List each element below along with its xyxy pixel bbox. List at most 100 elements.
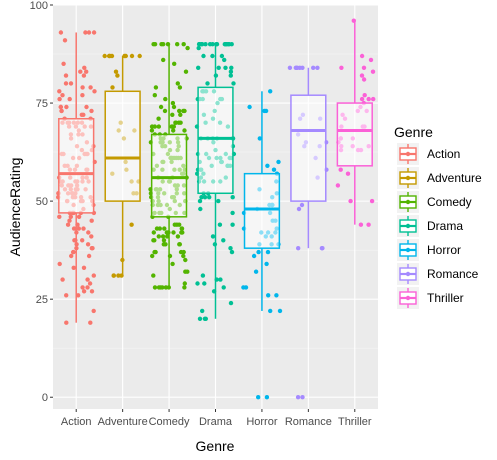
data-point: [81, 265, 87, 270]
data-point: [90, 246, 95, 251]
data-point: [251, 253, 257, 259]
data-point: [85, 242, 91, 247]
data-point: [277, 308, 283, 314]
y-axis-title: AudienceRating: [7, 158, 23, 257]
data-point: [84, 69, 89, 74]
data-point: [158, 104, 164, 110]
data-point: [76, 226, 82, 231]
y-tick-label: 25: [36, 294, 48, 306]
data-point: [71, 265, 76, 270]
data-point: [84, 104, 89, 110]
data-point: [160, 234, 166, 239]
data-point: [68, 214, 74, 219]
data-point: [175, 42, 180, 47]
data-point: [368, 57, 374, 63]
data-point: [311, 65, 316, 71]
data-point: [253, 269, 259, 274]
data-point: [115, 73, 120, 78]
data-point: [67, 96, 72, 102]
legend-key-point: [405, 175, 411, 181]
data-point: [171, 128, 176, 133]
data-point: [265, 249, 271, 255]
box-iqr: [104, 90, 141, 202]
data-point: [320, 246, 325, 251]
box-iqr: [197, 86, 234, 195]
data-point: [185, 45, 190, 51]
box-iqr: [290, 94, 327, 202]
boxplots: [58, 20, 373, 323]
data-point: [161, 42, 166, 47]
data-point: [171, 104, 177, 110]
data-point: [262, 108, 267, 114]
data-point: [201, 53, 206, 59]
data-point: [247, 104, 252, 110]
data-point: [229, 65, 234, 71]
data-point: [223, 65, 228, 71]
data-point: [202, 195, 208, 200]
data-point: [169, 124, 174, 129]
data-point: [116, 273, 121, 278]
data-point: [221, 238, 226, 243]
data-point: [151, 230, 156, 235]
data-point: [200, 308, 205, 314]
data-point: [197, 316, 203, 321]
data-point: [183, 69, 189, 74]
data-point: [296, 206, 302, 212]
data-point: [230, 222, 235, 227]
data-point: [62, 38, 68, 43]
x-tick-label: Action: [61, 416, 92, 428]
data-point: [151, 238, 156, 243]
data-point: [89, 218, 94, 223]
data-point: [92, 89, 97, 94]
data-point: [122, 53, 127, 59]
data-point: [268, 89, 273, 94]
data-point: [229, 249, 235, 255]
data-point: [106, 53, 112, 59]
data-point: [129, 222, 134, 227]
data-point: [221, 285, 226, 290]
data-point: [181, 42, 186, 47]
data-point: [264, 261, 269, 267]
data-point: [57, 89, 62, 94]
x-tick-label: Drama: [199, 416, 233, 428]
data-point: [161, 238, 167, 243]
outlier-point: [256, 395, 261, 400]
data-point: [177, 85, 183, 90]
data-point: [64, 104, 69, 110]
data-point: [366, 222, 371, 227]
x-tick-label: Thriller: [338, 416, 372, 428]
data-point: [69, 253, 74, 259]
data-point: [179, 226, 184, 231]
data-point: [68, 81, 74, 86]
data-point: [156, 116, 161, 121]
box-iqr: [243, 172, 281, 249]
data-point: [85, 285, 90, 290]
data-point: [110, 85, 115, 90]
data-point: [91, 273, 97, 278]
data-point: [230, 210, 235, 216]
data-point: [199, 195, 204, 200]
x-axis-title: Genre: [196, 438, 235, 454]
y-tick-label: 75: [36, 98, 48, 110]
data-point: [202, 316, 208, 321]
data-point: [152, 124, 157, 129]
data-point: [257, 136, 262, 141]
x-tick-label: Romance: [285, 416, 332, 428]
data-point: [175, 234, 181, 239]
data-point: [63, 73, 69, 78]
data-point: [265, 163, 270, 168]
data-point: [198, 206, 203, 212]
data-point: [178, 112, 183, 118]
data-point: [82, 65, 87, 71]
data-point: [63, 81, 69, 86]
data-point: [222, 42, 227, 47]
data-point: [149, 128, 155, 133]
data-point: [370, 69, 376, 74]
data-point: [228, 73, 233, 78]
data-point: [76, 293, 81, 298]
data-point: [170, 100, 176, 106]
data-point: [89, 234, 94, 239]
legend-label: Romance: [427, 267, 479, 281]
data-point: [228, 69, 234, 74]
data-point: [89, 108, 94, 114]
